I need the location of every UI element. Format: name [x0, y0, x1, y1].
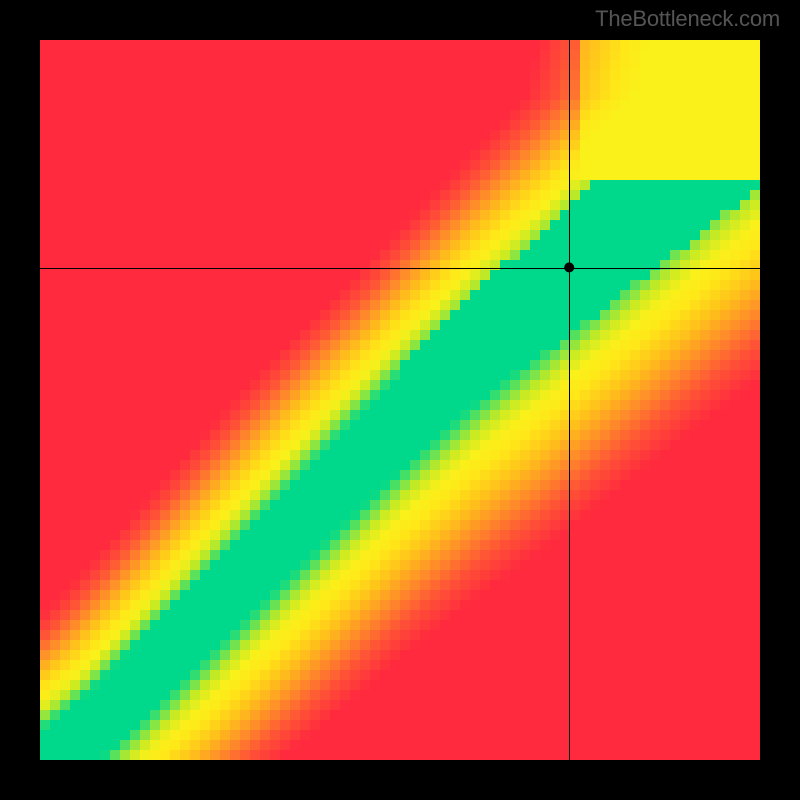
attribution-label: TheBottleneck.com	[595, 6, 780, 32]
chart-container: TheBottleneck.com	[0, 0, 800, 800]
crosshair-overlay	[40, 40, 760, 760]
